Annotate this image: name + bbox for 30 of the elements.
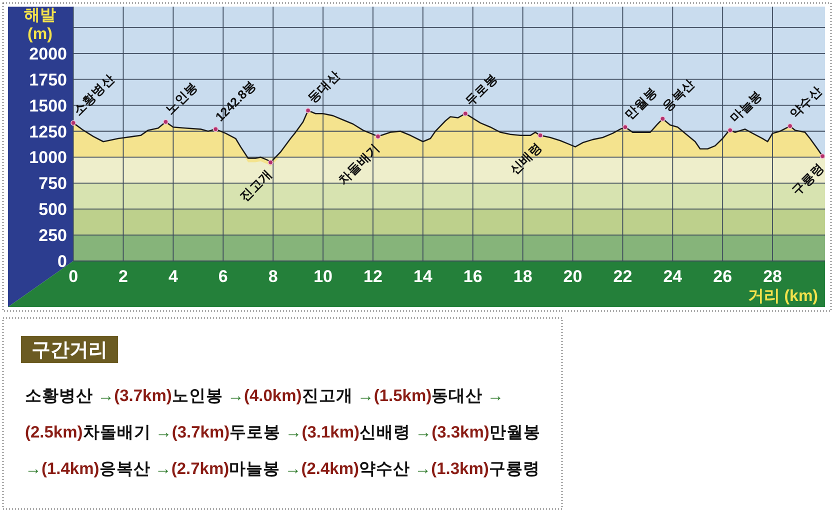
x-tick-label: 2 bbox=[118, 267, 128, 286]
x-tick-label: 28 bbox=[763, 267, 782, 286]
x-tick-label: 20 bbox=[563, 267, 582, 286]
y-tick-label: 1500 bbox=[29, 96, 67, 116]
x-tick-label: 18 bbox=[513, 267, 532, 286]
x-tick-label: 8 bbox=[268, 267, 278, 286]
y-tick-label: 250 bbox=[38, 226, 67, 246]
y-axis-title: 해발 (m) bbox=[24, 7, 56, 43]
annotation: (2.5km)차돌배기 →(3.7km)두로봉 →(3.1km)신배령 →(3.3km)만월봉 bbox=[25, 424, 540, 442]
x-tick-label: 0 bbox=[68, 267, 78, 286]
annotation: 소황병산 →(3.7km)노인봉 →(4.0km)진고개 →(1.5km)동대산 → bbox=[25, 387, 504, 405]
x-tick-label: 16 bbox=[463, 267, 482, 286]
y-tick-label: 0 bbox=[58, 252, 67, 271]
x-tick-label: 4 bbox=[168, 267, 178, 286]
annotation: →(1.4km)응복산 →(2.7km)마늘봉 →(2.4km)약수산 →(1.3km)구룡령 bbox=[25, 460, 540, 478]
x-tick-label: 26 bbox=[713, 267, 732, 286]
x-tick-label: 14 bbox=[413, 267, 433, 286]
x-tick-label: 6 bbox=[218, 267, 228, 286]
y-tick-label: 1250 bbox=[29, 122, 67, 142]
y-tick-label: 2000 bbox=[29, 44, 67, 64]
y-tick-label: 750 bbox=[38, 174, 67, 194]
annotation: 구간거리 bbox=[21, 336, 118, 363]
x-tick-label: 24 bbox=[663, 267, 683, 286]
x-tick-label: 22 bbox=[613, 267, 632, 286]
y-tick-label: 1750 bbox=[29, 70, 67, 90]
x-tick-label: 12 bbox=[364, 267, 382, 286]
x-axis-title: 거리 (km) bbox=[748, 288, 818, 305]
x-tick-label: 10 bbox=[314, 267, 332, 286]
y-tick-label: 500 bbox=[38, 200, 67, 220]
y-tick-label: 1000 bbox=[29, 148, 67, 168]
